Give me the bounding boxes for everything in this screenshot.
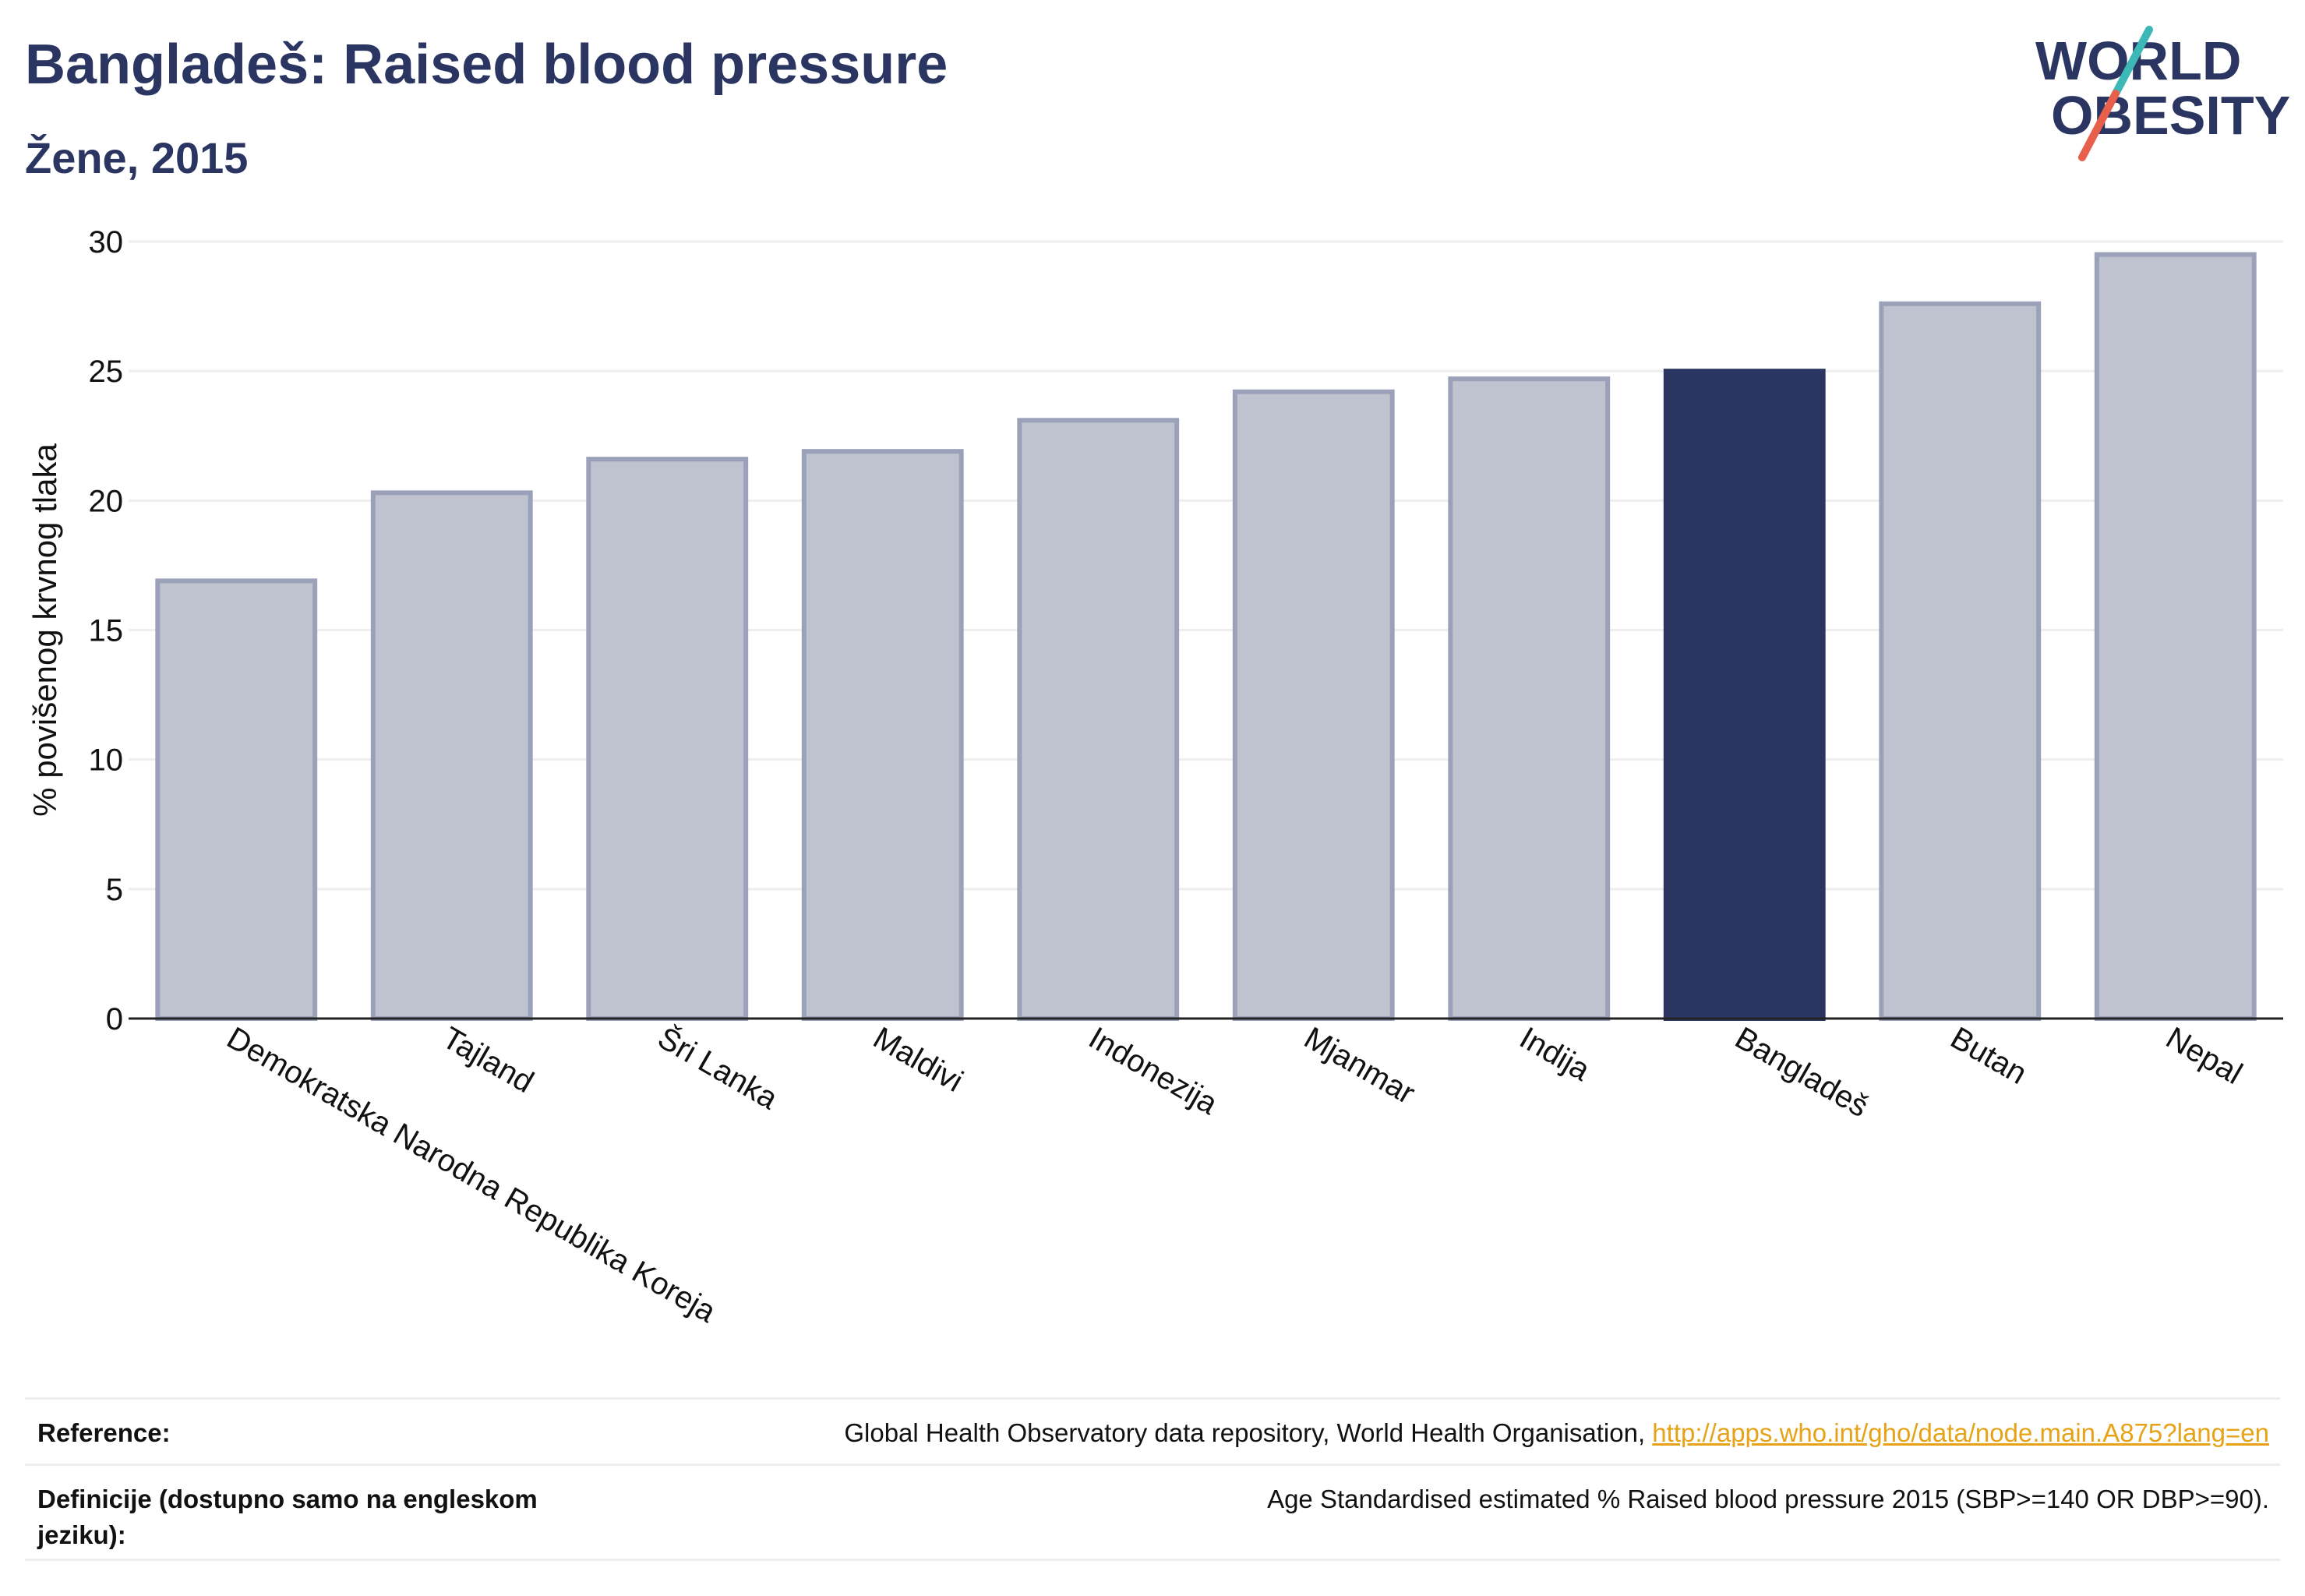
bar <box>1879 301 2042 1021</box>
bar <box>1448 376 1611 1021</box>
definition-row: Definicije (dostupno samo na engleskom j… <box>25 1464 2280 1561</box>
chart-subtitle: Žene, 2015 <box>25 133 249 182</box>
x-axis-labels: Demokratska Narodna Republika KorejaTajl… <box>221 1020 2248 1329</box>
reference-value: Global Health Observatory data repositor… <box>844 1415 2269 1451</box>
x-tick-label: Nepal <box>2160 1021 2248 1091</box>
bar <box>155 578 318 1021</box>
x-tick-label: Šri Lanka <box>652 1020 784 1117</box>
bar <box>586 457 749 1021</box>
chart-title: Bangladeš: Raised blood pressure <box>25 34 948 96</box>
logo-text-world: WORLD <box>2035 30 2241 91</box>
bar <box>2094 252 2257 1022</box>
x-tick-label: Butan <box>1945 1021 2033 1091</box>
y-tick-label: 20 <box>89 484 124 518</box>
logo-slash-bottom <box>2078 90 2120 161</box>
definition-value: Age Standardised estimated % Raised bloo… <box>1267 1485 2269 1513</box>
y-tick-label: 0 <box>106 1002 123 1036</box>
logo-slash-top <box>2112 26 2153 97</box>
bar <box>1017 418 1180 1021</box>
y-tick-label: 10 <box>89 743 124 778</box>
x-tick-label: Mjanmar <box>1298 1021 1421 1111</box>
y-tick-label: 25 <box>89 355 124 389</box>
y-tick-label: 15 <box>89 614 124 648</box>
bars <box>155 252 2257 1022</box>
bar <box>1232 389 1395 1021</box>
reference-link[interactable]: http://apps.who.int/gho/data/node.main.A… <box>1652 1418 2269 1447</box>
bar <box>1663 369 1826 1021</box>
y-tick-label: 5 <box>106 873 123 907</box>
definition-label: Definicije (dostupno samo na engleskom j… <box>37 1485 538 1549</box>
y-axis-ticks: 0 5 10 15 20 25 30 <box>89 225 124 1036</box>
world-obesity-logo: WORLD OBESITY <box>2035 26 2290 161</box>
bar <box>370 490 533 1021</box>
y-tick-label: 30 <box>89 225 124 260</box>
x-tick-label: Indonezija <box>1083 1021 1224 1122</box>
reference-row: Reference: Global Health Observatory dat… <box>25 1397 2280 1464</box>
x-tick-label: Indija <box>1514 1021 1596 1088</box>
reference-label: Reference: <box>37 1418 171 1447</box>
chart-footer: Reference: Global Health Observatory dat… <box>25 1397 2280 1561</box>
x-tick-label: Bangladeš <box>1729 1021 1874 1125</box>
reference-text: Global Health Observatory data repositor… <box>844 1418 1653 1447</box>
y-axis-label: % povišenog krvnog tlaka <box>26 443 63 817</box>
bar-chart: 0 5 10 15 20 25 30 Demokratska Narodna Republi… <box>26 225 2283 1329</box>
bar <box>801 449 964 1021</box>
x-tick-label: Maldivi <box>867 1021 969 1099</box>
x-tick-label: Tajland <box>436 1021 539 1100</box>
